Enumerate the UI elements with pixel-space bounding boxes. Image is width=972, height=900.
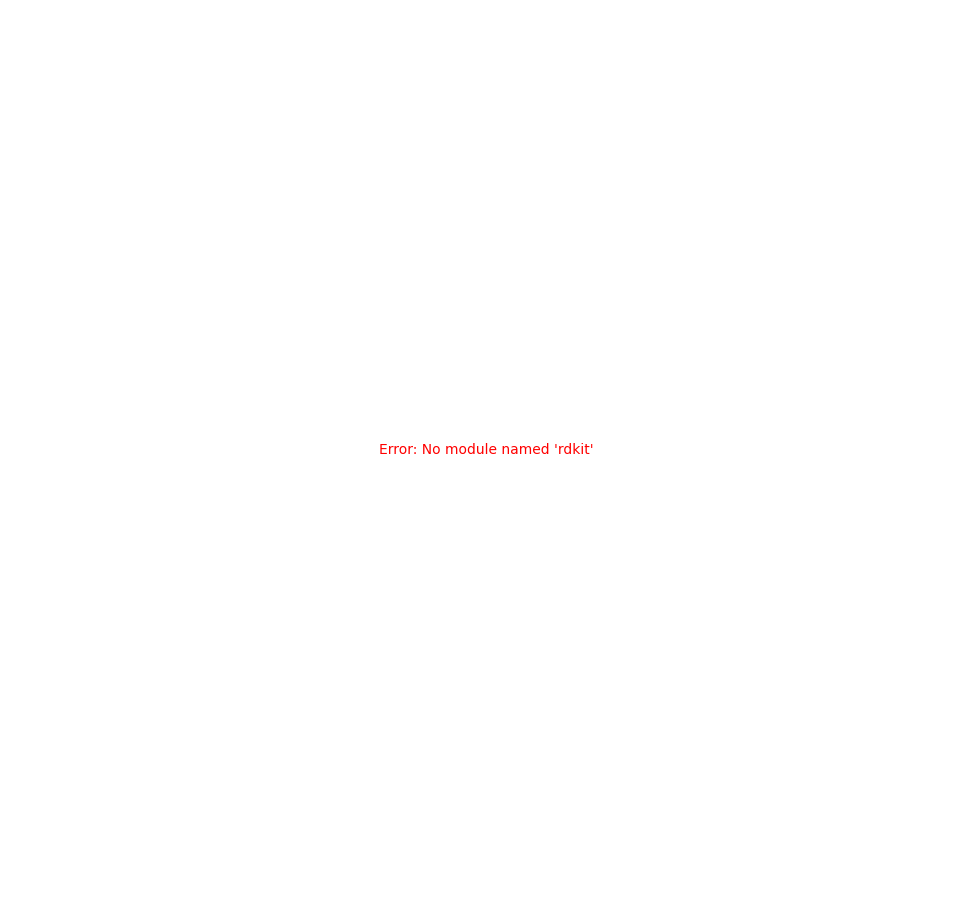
Text: Error: No module named 'rdkit': Error: No module named 'rdkit' xyxy=(379,443,593,457)
